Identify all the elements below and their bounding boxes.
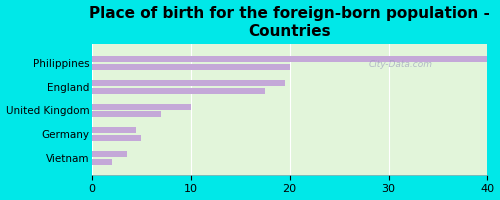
Bar — [92, 111, 161, 117]
Bar — [92, 104, 191, 110]
Bar — [92, 88, 265, 94]
Text: City-Data.com: City-Data.com — [369, 60, 433, 69]
Bar — [92, 135, 142, 141]
Bar — [92, 56, 487, 62]
Bar — [92, 159, 112, 165]
Bar — [92, 127, 136, 133]
Bar — [92, 64, 290, 70]
Bar — [92, 80, 284, 86]
Bar — [92, 151, 126, 157]
Title: Place of birth for the foreign-born population -
Countries: Place of birth for the foreign-born popu… — [89, 6, 490, 39]
